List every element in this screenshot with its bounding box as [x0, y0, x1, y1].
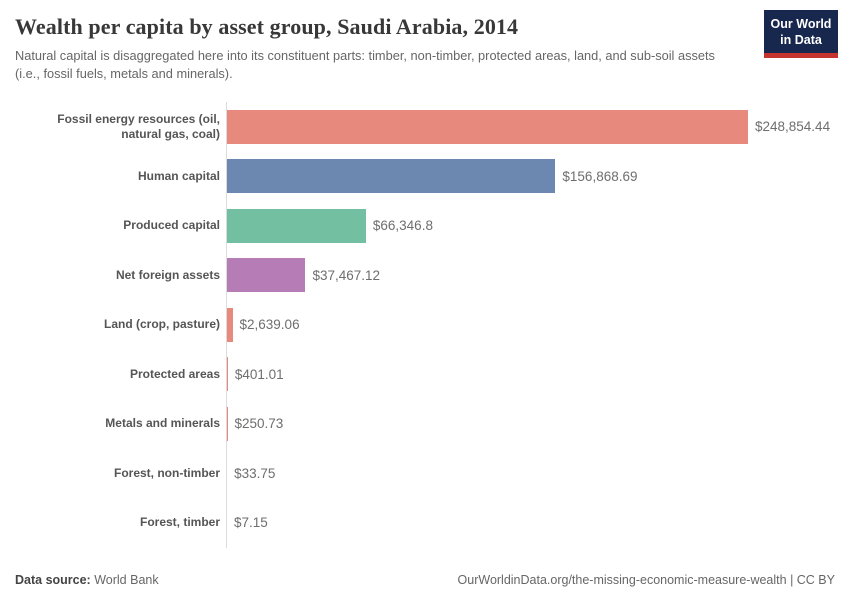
- bar-chart: Fossil energy resources (oil, natural ga…: [15, 102, 835, 548]
- owid-logo[interactable]: Our World in Data: [764, 10, 838, 58]
- value-label: $401.01: [234, 366, 284, 382]
- bar-row: Forest, timber $7.15: [15, 498, 835, 548]
- value-label: $156,868.69: [562, 168, 638, 184]
- value-label: $37,467.12: [312, 267, 381, 283]
- bar-row: Metals and minerals $250.73: [15, 399, 835, 449]
- bar-row: Fossil energy resources (oil, natural ga…: [15, 102, 835, 152]
- owid-logo-line1: Our World: [770, 17, 832, 31]
- category-label: Net foreign assets: [115, 267, 220, 282]
- bar-row: Land (crop, pasture) $2,639.06: [15, 300, 835, 350]
- bar[interactable]: [227, 406, 228, 441]
- bar-cell: $156,868.69: [226, 151, 835, 201]
- bar-cell: $7.15: [226, 498, 835, 548]
- bar-cell: $250.73: [226, 399, 835, 449]
- data-source: Data source: World Bank: [15, 573, 159, 587]
- attribution-link[interactable]: OurWorldinData.org/the-missing-economic-…: [457, 573, 835, 587]
- owid-logo-line2: in Data: [780, 33, 822, 48]
- bar[interactable]: [227, 258, 306, 293]
- bar-cell: $248,854.44: [226, 102, 835, 152]
- bar-cell: $401.01: [226, 349, 835, 399]
- data-source-value: World Bank: [94, 573, 159, 587]
- bar[interactable]: [227, 109, 748, 144]
- bar[interactable]: [227, 159, 556, 194]
- category-label: Metals and minerals: [105, 416, 220, 431]
- category-label: Fossil energy resources (oil, natural ga…: [57, 111, 220, 141]
- bar-cell: $37,467.12: [226, 250, 835, 300]
- category-label: Forest, timber: [139, 515, 220, 530]
- bar[interactable]: [227, 208, 366, 243]
- value-label: $33.75: [234, 465, 276, 481]
- value-label: $66,346.8: [372, 218, 433, 234]
- value-label: $248,854.44: [755, 119, 831, 135]
- bar-row: Forest, non-timber $33.75: [15, 448, 835, 498]
- chart-footer: Data source: World Bank OurWorldinData.o…: [15, 573, 835, 587]
- chart-title: Wealth per capita by asset group, Saudi …: [15, 14, 519, 39]
- value-label: $2,639.06: [239, 317, 300, 333]
- bar-row: Produced capital $66,346.8: [15, 201, 835, 251]
- bar[interactable]: [227, 357, 228, 392]
- bar-row: Human capital $156,868.69: [15, 151, 835, 201]
- bar-cell: $66,346.8: [226, 201, 835, 251]
- bar-row: Net foreign assets $37,467.12: [15, 250, 835, 300]
- category-label: Protected areas: [129, 366, 220, 381]
- bar-row: Protected areas $401.01: [15, 349, 835, 399]
- chart-subtitle: Natural capital is disaggregated here in…: [15, 48, 715, 82]
- chart-header: Wealth per capita by asset group, Saudi …: [15, 14, 755, 83]
- bar[interactable]: [227, 307, 233, 342]
- bar-rows: Fossil energy resources (oil, natural ga…: [15, 102, 835, 548]
- value-label: $7.15: [234, 515, 268, 531]
- category-label: Produced capital: [123, 218, 220, 233]
- bar-cell: $2,639.06: [226, 300, 835, 350]
- value-label: $250.73: [234, 416, 284, 432]
- bar-cell: $33.75: [226, 448, 835, 498]
- category-label: Land (crop, pasture): [103, 317, 220, 332]
- category-label: Forest, non-timber: [113, 465, 220, 480]
- data-source-label: Data source:: [15, 573, 91, 587]
- category-label: Human capital: [137, 168, 220, 183]
